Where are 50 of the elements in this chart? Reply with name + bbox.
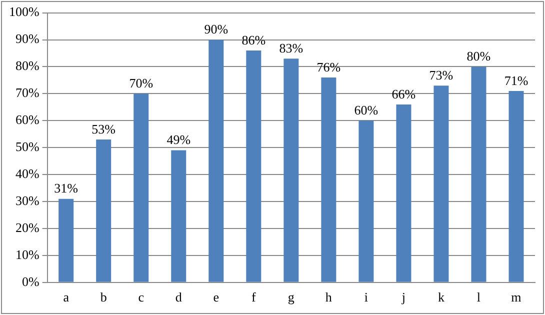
y-tick-label: 40% xyxy=(15,166,40,181)
x-tick-label: c xyxy=(138,290,144,305)
y-tick-label: 0% xyxy=(22,274,40,289)
data-label: 90% xyxy=(204,22,228,37)
x-tick-label: e xyxy=(213,290,220,305)
bar xyxy=(134,94,149,282)
data-label: 70% xyxy=(129,76,154,91)
x-tick-label: a xyxy=(63,290,70,305)
y-tick-label: 90% xyxy=(15,31,40,46)
y-tick-label: 60% xyxy=(15,112,40,128)
data-label: 66% xyxy=(392,86,416,102)
y-tick-label: 50% xyxy=(15,139,40,154)
y-tick-label: 10% xyxy=(15,246,40,262)
bar xyxy=(171,150,186,282)
x-tick-label: f xyxy=(251,290,256,305)
x-tick-label: m xyxy=(511,290,522,305)
x-tick-label: b xyxy=(100,290,107,305)
y-tick-label: 30% xyxy=(15,192,40,208)
bar xyxy=(358,120,374,282)
data-label: 53% xyxy=(92,121,116,136)
bar xyxy=(321,78,336,282)
data-label: 73% xyxy=(429,68,454,83)
bar xyxy=(471,66,486,282)
x-tick-label: l xyxy=(476,290,481,305)
x-tick-label: g xyxy=(288,290,295,305)
bar xyxy=(284,58,299,282)
data-label: 49% xyxy=(166,132,191,148)
data-label: 86% xyxy=(242,32,266,48)
bar xyxy=(208,40,224,282)
bar xyxy=(508,90,524,282)
y-tick-label: 20% xyxy=(15,220,40,235)
data-label: 60% xyxy=(354,102,378,118)
data-label: 76% xyxy=(316,59,341,74)
x-tick-label: i xyxy=(364,290,368,305)
x-tick-label: k xyxy=(438,290,445,305)
bar xyxy=(396,104,412,282)
y-tick-label: 80% xyxy=(15,58,40,74)
bar xyxy=(96,140,112,282)
bar xyxy=(246,50,262,282)
x-tick-label: h xyxy=(325,290,332,305)
x-tick-label: d xyxy=(175,290,182,305)
bar xyxy=(58,198,74,282)
x-tick-label: j xyxy=(400,290,406,305)
data-label: 31% xyxy=(54,180,78,196)
bar xyxy=(434,86,449,282)
y-tick-label: 100% xyxy=(8,4,40,20)
data-label: 71% xyxy=(504,72,528,88)
data-label: 80% xyxy=(466,48,491,64)
y-tick-label: 70% xyxy=(15,85,40,100)
data-label: 83% xyxy=(279,40,304,56)
